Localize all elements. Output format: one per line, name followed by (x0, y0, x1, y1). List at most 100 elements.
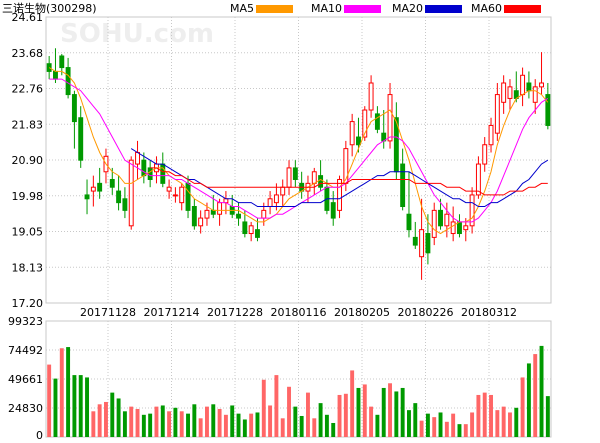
candle-body (210, 209, 216, 215)
volume-bar (255, 412, 260, 437)
candle-body (349, 121, 355, 146)
volume-bar (451, 413, 456, 437)
candle-body (406, 213, 412, 231)
legend-ma5-swatch (256, 5, 293, 13)
candle-body (494, 94, 500, 134)
price-y-tick: 21.83 (12, 118, 44, 131)
volume-bar (97, 404, 102, 437)
volume-bar (514, 407, 519, 437)
candle-body (292, 167, 298, 180)
candle-body (412, 236, 418, 246)
candle-body (438, 209, 443, 227)
candle-body (286, 167, 292, 188)
volume-bar (501, 406, 506, 437)
volume-bar (381, 387, 386, 437)
price-y-tick: 22.76 (12, 83, 44, 96)
candle-body (419, 229, 425, 258)
volume-bar (249, 413, 254, 437)
x-tick-label: 20171228 (207, 306, 263, 319)
x-tick-label: 20180312 (461, 306, 517, 319)
candle-body (135, 151, 140, 165)
volume-bar (331, 422, 336, 437)
candle-body (425, 233, 431, 254)
legend-ma10-label: MA10 (311, 2, 343, 15)
candle-body (185, 182, 191, 211)
volume-bar (444, 421, 449, 437)
candle-body (59, 55, 65, 69)
candle-body (337, 178, 342, 211)
volume-bar (470, 412, 475, 437)
volume-bar (287, 386, 291, 437)
candle-body (311, 171, 317, 184)
candle-body (236, 213, 241, 219)
candle-body (53, 70, 58, 80)
volume-bar (318, 403, 323, 437)
candle-body (198, 217, 204, 227)
price-y-tick: 18.13 (12, 261, 44, 274)
volume-panel: 99323 74492 49661 24830 0 (8, 315, 552, 442)
candle-body (368, 82, 374, 111)
volume-bar (508, 412, 512, 437)
volume-bar (104, 401, 108, 437)
candle-body (330, 202, 336, 219)
volume-bar (432, 417, 437, 437)
volume-bar (457, 424, 462, 437)
volume-bar (476, 394, 481, 437)
volume-bar (223, 414, 228, 437)
volume-bar (205, 406, 209, 437)
candle-body (116, 190, 122, 204)
candle-body (488, 124, 494, 146)
legend-ma10-swatch (344, 5, 381, 13)
candle-body (273, 194, 279, 204)
volume-bar (167, 411, 172, 437)
candle-body (166, 186, 172, 192)
volume-bar (489, 394, 493, 437)
volume-bar (324, 414, 329, 437)
volume-y-tick: 0 (36, 429, 43, 440)
x-tick-label: 20180205 (334, 306, 390, 319)
candle-body (457, 221, 462, 235)
price-y-tick: 19.05 (12, 226, 44, 239)
candle-body (248, 225, 254, 235)
candle-body (520, 74, 526, 96)
candle-body (46, 63, 52, 72)
volume-bar (350, 370, 355, 437)
candle-body (217, 202, 223, 215)
legend-ma20-swatch (425, 5, 462, 13)
volume-bar (312, 418, 317, 437)
price-y-tick: 24.61 (12, 11, 44, 24)
volume-y-tick: 49661 (8, 373, 43, 386)
candle-body (280, 186, 286, 196)
watermark: SOHU.com (60, 19, 214, 49)
volume-bar (116, 398, 121, 437)
legend-ma5-label: MA5 (230, 2, 255, 15)
candle-body (545, 94, 551, 126)
volume-bar (122, 411, 127, 437)
candle-body (501, 82, 507, 103)
candle-body (147, 167, 153, 180)
volume-y-tick: 99323 (8, 315, 43, 328)
candle-body (242, 221, 248, 235)
volume-bar (47, 364, 52, 437)
legend-ma60-label: MA60 (471, 2, 503, 15)
volume-bar (91, 411, 96, 437)
volume-bar (135, 408, 140, 437)
volume-bar (211, 404, 216, 437)
candle-body (141, 159, 147, 177)
volume-bar (413, 403, 418, 437)
candle-body (78, 117, 84, 161)
volume-bar (85, 377, 89, 437)
candle-body (109, 178, 115, 188)
candle-body (90, 186, 96, 192)
volume-bar (179, 411, 184, 437)
x-tick-label: 20180116 (271, 306, 327, 319)
x-tick-label: 20171128 (80, 306, 136, 319)
ma-line-ma60 (150, 167, 548, 196)
x-tick-label: 20171214 (144, 306, 200, 319)
candle-body (387, 94, 393, 142)
volume-bar (388, 383, 392, 437)
volume-bar (268, 405, 273, 437)
volume-bar (53, 378, 58, 437)
legend-ma20-label: MA20 (392, 2, 424, 15)
